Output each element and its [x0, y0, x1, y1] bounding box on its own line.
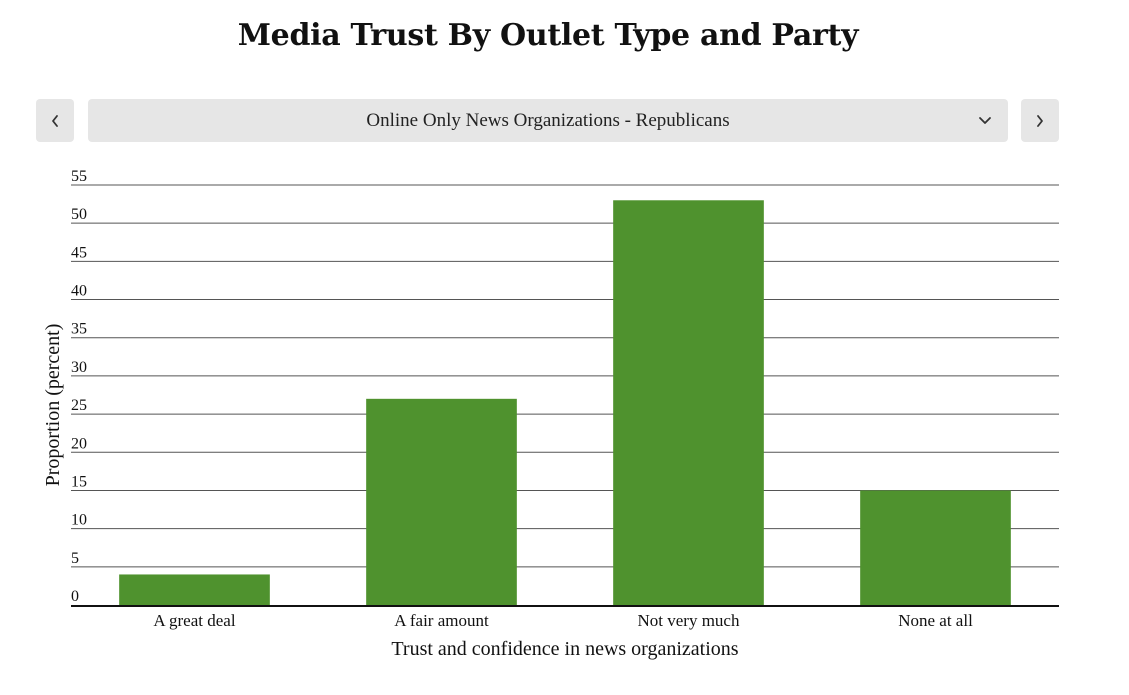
chevron-right-icon: [1037, 114, 1043, 127]
x-tick-label: Not very much: [638, 611, 740, 630]
y-tick-label: 35: [71, 321, 87, 338]
y-tick-label: 45: [71, 244, 87, 261]
bar[interactable]: [860, 490, 1011, 605]
chevron-down-icon: [979, 117, 991, 124]
y-tick-label: 50: [71, 206, 87, 223]
y-tick-label: 20: [71, 435, 87, 452]
selected-option-label: Online Only News Organizations - Republi…: [366, 110, 730, 131]
page-title: Media Trust By Outlet Type and Party: [237, 18, 859, 53]
gridlines: [71, 184, 1059, 568]
bars: [119, 200, 1011, 605]
y-tick-label: 25: [71, 397, 87, 414]
chart-selector-dropdown[interactable]: Online Only News Organizations - Republi…: [88, 99, 1008, 142]
y-tick-label: 30: [71, 359, 87, 376]
x-axis-label: Trust and confidence in news organizatio…: [391, 638, 738, 660]
y-axis-label: Proportion (percent): [42, 324, 64, 487]
chevron-left-icon: [52, 114, 58, 127]
y-axis-ticks: 0 5 10 15 20 25 30 35 40 45 50 55: [71, 168, 87, 605]
x-axis-ticks: A great deal A fair amount Not very much No…: [153, 611, 973, 630]
x-tick-label: None at all: [898, 611, 973, 630]
y-tick-label: 0: [71, 588, 79, 605]
next-button[interactable]: [1021, 99, 1059, 142]
bar[interactable]: [613, 200, 764, 605]
y-tick-label: 5: [71, 550, 79, 567]
previous-button[interactable]: [36, 99, 74, 142]
x-tick-label: A fair amount: [394, 611, 489, 630]
y-tick-label: 15: [71, 473, 87, 490]
y-tick-label: 55: [71, 168, 87, 185]
y-tick-label: 40: [71, 283, 87, 300]
bar-chart: 0 5 10 15 20 25 30 35 40 45 50 55 A great deal A fai…: [42, 168, 1059, 660]
bar[interactable]: [119, 574, 270, 605]
x-tick-label: A great deal: [153, 611, 235, 630]
y-tick-label: 10: [71, 512, 87, 529]
bar[interactable]: [366, 398, 517, 605]
